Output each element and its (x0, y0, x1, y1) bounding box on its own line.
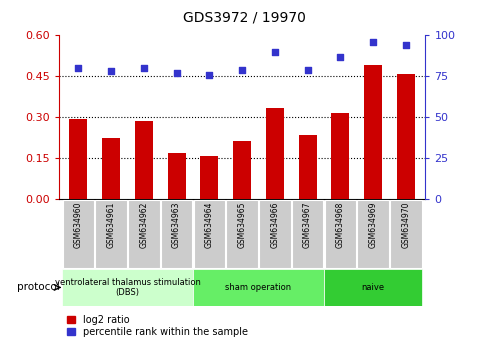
Text: GSM634970: GSM634970 (401, 201, 409, 248)
Bar (128, 200, 159, 268)
Bar (233, 141, 250, 199)
Bar (69, 119, 87, 199)
Bar (167, 153, 185, 199)
Bar (62, 269, 193, 306)
Bar (389, 200, 421, 268)
Text: ventrolateral thalamus stimulation
(DBS): ventrolateral thalamus stimulation (DBS) (54, 278, 200, 297)
Bar (62, 200, 94, 268)
Bar (265, 108, 283, 199)
Point (270, 49, 278, 55)
Text: GSM634969: GSM634969 (368, 201, 377, 248)
Bar (357, 200, 388, 268)
Point (140, 65, 147, 71)
Text: GSM634961: GSM634961 (106, 201, 115, 248)
Text: GSM634960: GSM634960 (74, 201, 82, 248)
Bar (324, 200, 355, 268)
Bar (396, 74, 414, 199)
Point (172, 70, 180, 76)
Bar (298, 135, 316, 199)
Bar (323, 269, 421, 306)
Text: GSM634966: GSM634966 (270, 201, 279, 248)
Legend: log2 ratio, percentile rank within the sample: log2 ratio, percentile rank within the s… (63, 311, 251, 341)
Bar (161, 200, 192, 268)
Text: GSM634965: GSM634965 (237, 201, 246, 248)
Point (401, 42, 409, 48)
Bar (95, 200, 126, 268)
Point (336, 54, 344, 59)
Point (303, 67, 311, 73)
Text: GSM634967: GSM634967 (303, 201, 311, 248)
Point (107, 69, 115, 74)
Point (368, 39, 376, 45)
Bar (193, 269, 323, 306)
Bar (226, 200, 257, 268)
Text: GSM634962: GSM634962 (139, 201, 148, 248)
Bar (102, 138, 120, 199)
Text: GSM634968: GSM634968 (335, 201, 344, 248)
Text: sham operation: sham operation (225, 283, 291, 292)
Point (238, 67, 245, 73)
Point (205, 72, 213, 78)
Text: GDS3972 / 19970: GDS3972 / 19970 (183, 11, 305, 25)
Bar (259, 200, 290, 268)
Text: GSM634963: GSM634963 (172, 201, 181, 248)
Point (74, 65, 82, 71)
Text: naive: naive (361, 283, 384, 292)
Bar (200, 155, 218, 199)
Bar (330, 113, 348, 199)
Bar (363, 65, 381, 199)
Text: protocol: protocol (17, 282, 59, 292)
Text: GSM634964: GSM634964 (204, 201, 213, 248)
Bar (135, 121, 153, 199)
Bar (291, 200, 323, 268)
Bar (193, 200, 224, 268)
